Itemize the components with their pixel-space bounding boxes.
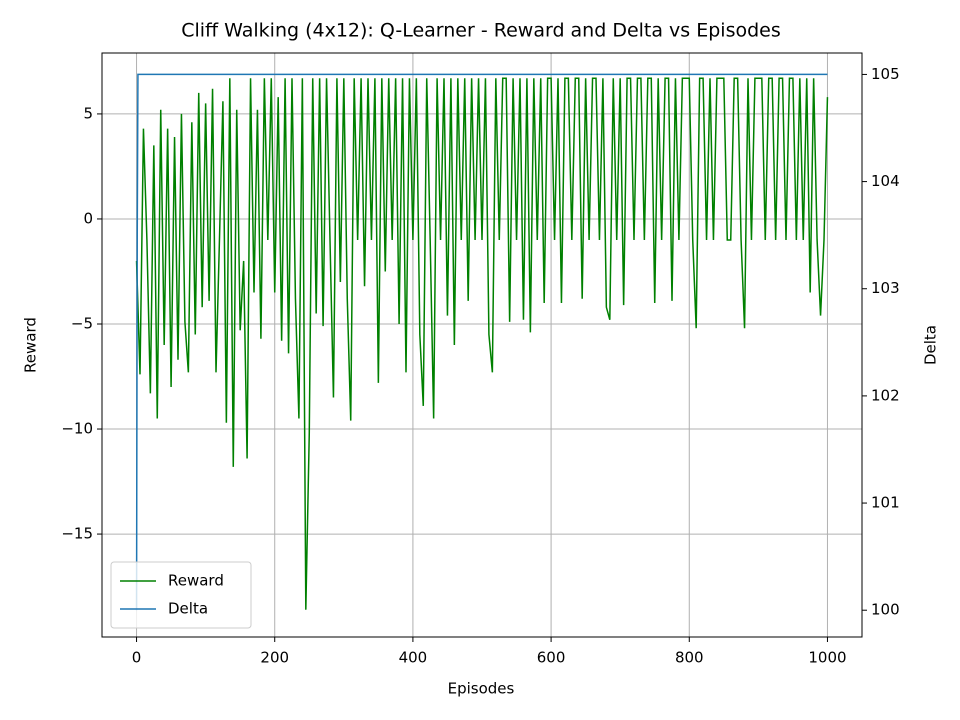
x-tick-label: 200 [260, 649, 289, 667]
series-line [135, 77, 829, 610]
y-tick-label: 0 [83, 209, 93, 227]
x-tick-label: 0 [132, 649, 142, 667]
y-axis-label: Reward [22, 317, 40, 373]
y-tick-label: −5 [71, 314, 93, 332]
y2-tick-label: 102 [871, 386, 900, 404]
y-tick-label: −10 [61, 420, 93, 438]
x-tick-label: 600 [537, 649, 566, 667]
x-tick-label: 1000 [808, 649, 846, 667]
chart-title: Cliff Walking (4x12): Q-Learner - Reward… [181, 20, 781, 42]
y2-axis-label: Delta [922, 325, 940, 365]
plot-frame [101, 52, 863, 638]
y2-tick-label: 105 [871, 65, 900, 83]
x-axis-label: Episodes [448, 680, 515, 698]
legend-box [110, 561, 252, 629]
series-line [135, 73, 828, 611]
y2-tick-label: 103 [871, 279, 900, 297]
y2-tick-label: 104 [871, 172, 900, 190]
legend-label: Delta [168, 600, 208, 618]
x-tick-label: 800 [675, 649, 704, 667]
y2-tick-label: 100 [871, 601, 900, 619]
y2-tick-label: 101 [871, 494, 900, 512]
x-tick-label: 400 [399, 649, 428, 667]
y-tick-label: −15 [61, 525, 93, 543]
y-tick-label: 5 [83, 104, 93, 122]
legend-label: Reward [168, 572, 224, 590]
